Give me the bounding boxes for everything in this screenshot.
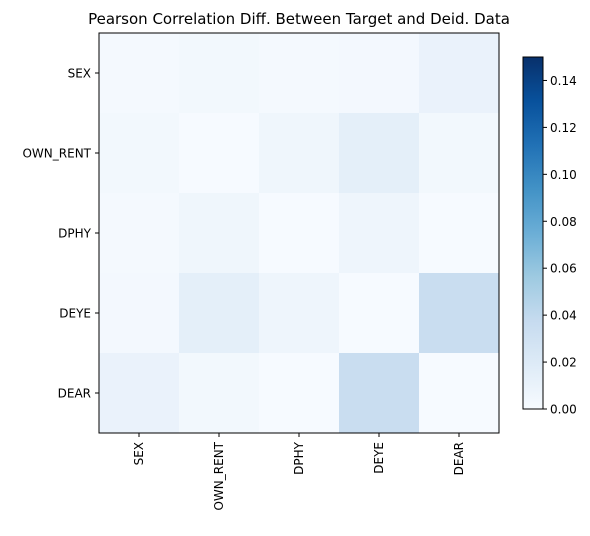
heatmap-cell-sex-sex	[99, 33, 180, 114]
colorbar-tick-label: 0.06	[550, 262, 577, 276]
heatmap-cell-dphy-sex	[99, 193, 180, 274]
y-tick-label: DEAR	[58, 387, 91, 401]
heatmap-cell-deye-dear	[419, 273, 500, 354]
heatmap-cell-sex-deye	[339, 33, 420, 114]
y-tick-label: SEX	[68, 67, 91, 81]
heatmap-cell-sex-dear	[419, 33, 500, 114]
colorbar-tick-label: 0.14	[550, 74, 577, 88]
colorbar-tick-label: 0.12	[550, 121, 577, 135]
heatmap-cell-dear-dphy	[259, 353, 340, 434]
colorbar-tick-label: 0.08	[550, 215, 577, 229]
heatmap-cell-dear-sex	[99, 353, 180, 434]
heatmap-cell-own_rent-dear	[419, 113, 500, 194]
heatmap-cell-dphy-dphy	[259, 193, 340, 274]
heatmap-cell-deye-sex	[99, 273, 180, 354]
x-tick-label: DEYE	[372, 442, 386, 474]
x-tick-label: SEX	[132, 442, 146, 465]
heatmap-cell-dear-deye	[339, 353, 420, 434]
x-tick-label: OWN_RENT	[212, 441, 226, 510]
colorbar-tick-label: 0.00	[550, 403, 577, 417]
heatmap-cell-dear-own_rent	[179, 353, 260, 434]
y-tick-label: DEYE	[59, 307, 91, 321]
chart-title: Pearson Correlation Diff. Between Target…	[88, 10, 510, 28]
colorbar-tick-label: 0.10	[550, 168, 577, 182]
heatmap-cell-deye-deye	[339, 273, 420, 354]
x-tick-label: DPHY	[292, 441, 306, 475]
heatmap-cell-own_rent-dphy	[259, 113, 340, 194]
heatmap-cell-own_rent-own_rent	[179, 113, 260, 194]
heatmap-cell-sex-dphy	[259, 33, 340, 114]
y-tick-label: DPHY	[58, 227, 92, 241]
heatmap-cell-own_rent-sex	[99, 113, 180, 194]
colorbar	[522, 56, 544, 410]
colorbar-tick-label: 0.02	[550, 356, 577, 370]
y-tick-label: OWN_RENT	[22, 147, 91, 161]
heatmap-cell-dear-dear	[419, 353, 500, 434]
heatmap-cell-dphy-own_rent	[179, 193, 260, 274]
x-tick-label: DEAR	[452, 442, 466, 475]
heatmap-cell-own_rent-deye	[339, 113, 420, 194]
heatmap-cell-sex-own_rent	[179, 33, 260, 114]
heatmap-cell-deye-own_rent	[179, 273, 260, 354]
colorbar-tick-label: 0.04	[550, 309, 577, 323]
heatmap-cell-dphy-deye	[339, 193, 420, 274]
heatmap-cell-deye-dphy	[259, 273, 340, 354]
heatmap-cell-dphy-dear	[419, 193, 500, 274]
